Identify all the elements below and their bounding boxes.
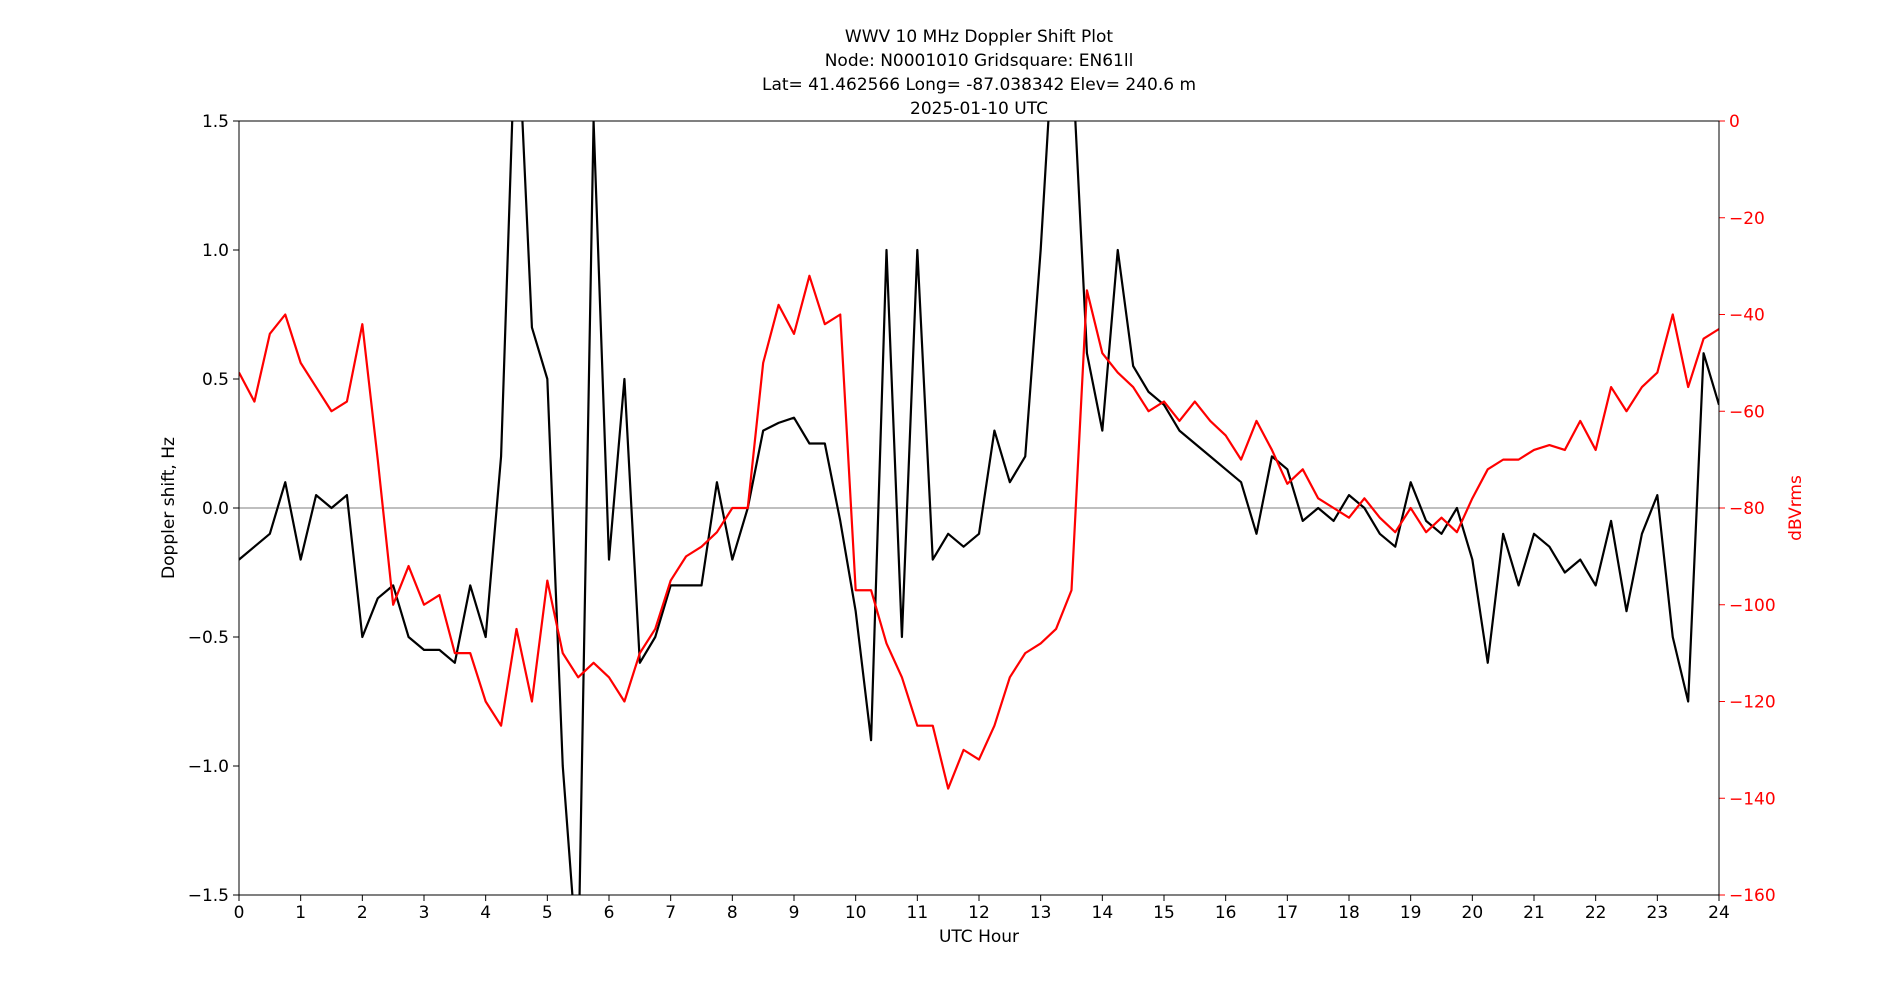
plot-frame xyxy=(238,120,1720,896)
x-tick-label: 11 xyxy=(907,903,929,923)
y2-tick-label: −100 xyxy=(1729,596,1776,616)
x-tick-label: 10 xyxy=(845,903,867,923)
x-tick-label: 22 xyxy=(1585,903,1607,923)
data-line xyxy=(239,274,1719,790)
y-tick-label: 1.5 xyxy=(202,112,229,132)
x-tick-label: 3 xyxy=(419,903,430,923)
y2-tick-label: 0 xyxy=(1729,112,1740,132)
y2-tick-label: −160 xyxy=(1729,886,1776,906)
x-tick-label: 9 xyxy=(789,903,800,923)
y-axis-label: Doppler shift, Hz xyxy=(159,437,179,579)
y2-tick-label: −140 xyxy=(1729,789,1776,809)
data-line xyxy=(239,121,1719,895)
y2-axis-label: dBVrms xyxy=(1786,475,1806,541)
chart-title: Node: N0001010 Gridsquare: EN61ll xyxy=(825,51,1134,71)
x-tick-label: 6 xyxy=(604,903,615,923)
chart-title: WWV 10 MHz Doppler Shift Plot xyxy=(845,27,1114,47)
x-tick-label: 7 xyxy=(665,903,676,923)
y2-tick-label: −60 xyxy=(1729,402,1765,422)
y-tick-label: −1.5 xyxy=(188,886,229,906)
x-tick-label: 2 xyxy=(357,903,368,923)
y-tick-label: −0.5 xyxy=(188,628,229,648)
x-tick-label: 1 xyxy=(295,903,306,923)
y-tick-label: −1.0 xyxy=(188,757,229,777)
y-tick-label: 1.0 xyxy=(202,241,229,261)
x-tick-label: 4 xyxy=(480,903,491,923)
chart-title: Lat= 41.462566 Long= -87.038342 Elev= 24… xyxy=(762,75,1196,95)
x-tick-label: 19 xyxy=(1400,903,1422,923)
y2-tick-label: −80 xyxy=(1729,499,1765,519)
x-tick-label: 17 xyxy=(1277,903,1299,923)
x-tick-label: 16 xyxy=(1215,903,1237,923)
x-tick-label: 23 xyxy=(1647,903,1669,923)
x-tick-label: 14 xyxy=(1092,903,1114,923)
y-tick-label: 0.5 xyxy=(202,370,229,390)
x-axis-label: UTC Hour xyxy=(939,927,1019,947)
y2-tick-label: −40 xyxy=(1729,306,1765,326)
x-tick-label: 21 xyxy=(1523,903,1545,923)
x-tick-label: 13 xyxy=(1030,903,1052,923)
y2-tick-label: −120 xyxy=(1729,693,1776,713)
x-tick-label: 0 xyxy=(234,903,245,923)
x-tick-label: 20 xyxy=(1462,903,1484,923)
x-tick-label: 15 xyxy=(1153,903,1175,923)
chart-title: 2025-01-10 UTC xyxy=(910,99,1048,119)
x-tick-label: 18 xyxy=(1338,903,1360,923)
y2-tick-label: −20 xyxy=(1729,209,1765,229)
x-tick-label: 8 xyxy=(727,903,738,923)
x-tick-label: 12 xyxy=(968,903,990,923)
y-tick-label: 0.0 xyxy=(202,499,229,519)
x-tick-label: 24 xyxy=(1708,903,1730,923)
x-tick-label: 5 xyxy=(542,903,553,923)
